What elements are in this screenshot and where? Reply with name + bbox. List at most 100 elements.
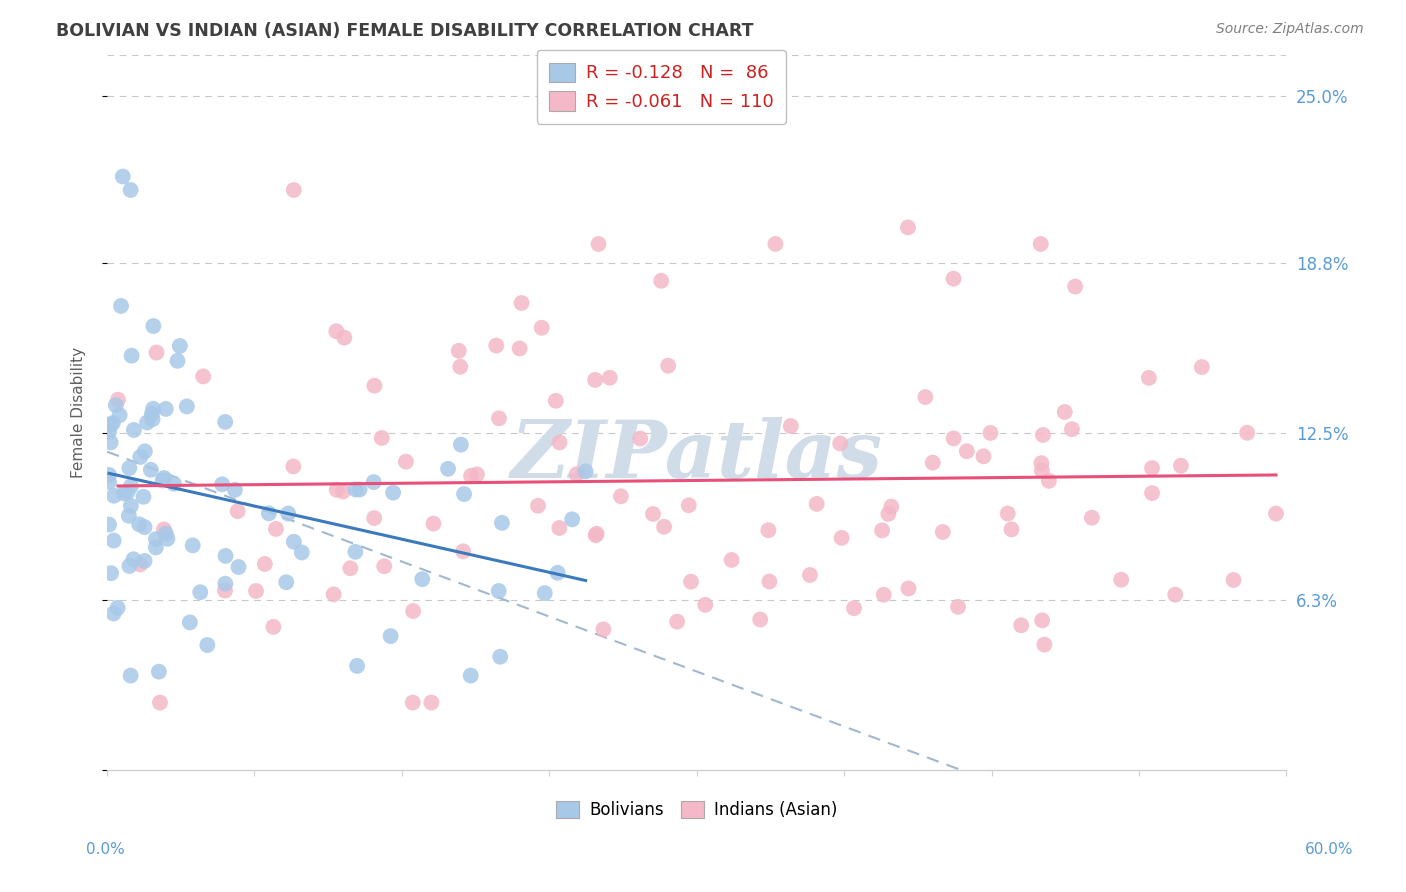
- Point: [155, 401, 177, 416]
- Point: [449, 359, 471, 374]
- Point: [592, 623, 614, 637]
- Text: 60.0%: 60.0%: [1305, 842, 1353, 856]
- Point: [152, 474, 174, 488]
- Point: [437, 462, 460, 476]
- Point: [103, 607, 125, 621]
- Point: [283, 183, 305, 197]
- Point: [325, 324, 347, 338]
- Point: [253, 557, 276, 571]
- Point: [344, 545, 367, 559]
- Point: [779, 419, 801, 434]
- Point: [228, 560, 250, 574]
- Point: [510, 296, 533, 310]
- Point: [117, 485, 139, 500]
- Point: [548, 521, 571, 535]
- Point: [488, 411, 510, 425]
- Point: [195, 638, 218, 652]
- Point: [155, 526, 177, 541]
- Point: [224, 483, 246, 497]
- Point: [100, 435, 122, 450]
- Point: [344, 483, 367, 497]
- Point: [145, 541, 167, 555]
- Point: [121, 349, 143, 363]
- Point: [491, 516, 513, 530]
- Point: [134, 520, 156, 534]
- Point: [100, 417, 122, 432]
- Point: [1081, 510, 1104, 524]
- Point: [914, 390, 936, 404]
- Point: [211, 477, 233, 491]
- Point: [1031, 463, 1053, 477]
- Point: [830, 436, 852, 450]
- Point: [120, 668, 142, 682]
- Point: [652, 520, 675, 534]
- Point: [946, 599, 969, 614]
- Point: [870, 524, 893, 538]
- Point: [451, 544, 474, 558]
- Point: [447, 343, 470, 358]
- Point: [547, 566, 569, 580]
- Point: [134, 554, 156, 568]
- Point: [979, 425, 1001, 440]
- Point: [122, 552, 145, 566]
- Point: [666, 615, 689, 629]
- Point: [136, 416, 159, 430]
- Point: [1265, 507, 1288, 521]
- Point: [363, 475, 385, 489]
- Point: [145, 345, 167, 359]
- Point: [997, 507, 1019, 521]
- Point: [395, 455, 418, 469]
- Text: Source: ZipAtlas.com: Source: ZipAtlas.com: [1216, 22, 1364, 37]
- Point: [650, 274, 672, 288]
- Point: [214, 583, 236, 598]
- Point: [108, 408, 131, 422]
- Point: [799, 568, 821, 582]
- Point: [118, 559, 141, 574]
- Point: [148, 665, 170, 679]
- Point: [1064, 279, 1087, 293]
- Point: [226, 504, 249, 518]
- Point: [363, 378, 385, 392]
- Point: [599, 371, 621, 385]
- Point: [588, 237, 610, 252]
- Point: [1170, 458, 1192, 473]
- Point: [245, 584, 267, 599]
- Point: [1031, 614, 1053, 628]
- Point: [530, 320, 553, 334]
- Point: [657, 359, 679, 373]
- Point: [831, 531, 853, 545]
- Point: [145, 532, 167, 546]
- Point: [763, 237, 786, 252]
- Point: [758, 574, 780, 589]
- Point: [325, 483, 347, 497]
- Point: [98, 475, 121, 489]
- Point: [628, 432, 651, 446]
- Point: [163, 476, 186, 491]
- Point: [188, 585, 211, 599]
- Point: [932, 524, 955, 539]
- Point: [134, 444, 156, 458]
- Point: [1060, 422, 1083, 436]
- Point: [156, 532, 179, 546]
- Point: [1236, 425, 1258, 440]
- Point: [333, 331, 356, 345]
- Point: [139, 463, 162, 477]
- Point: [191, 369, 214, 384]
- Point: [897, 582, 920, 596]
- Point: [283, 459, 305, 474]
- Point: [1000, 522, 1022, 536]
- Point: [349, 483, 371, 497]
- Point: [169, 339, 191, 353]
- Point: [583, 373, 606, 387]
- Point: [1140, 486, 1163, 500]
- Point: [402, 604, 425, 618]
- Text: BOLIVIAN VS INDIAN (ASIAN) FEMALE DISABILITY CORRELATION CHART: BOLIVIAN VS INDIAN (ASIAN) FEMALE DISABI…: [56, 22, 754, 40]
- Point: [363, 511, 385, 525]
- Y-axis label: Female Disability: Female Disability: [72, 347, 86, 478]
- Point: [283, 534, 305, 549]
- Point: [585, 528, 607, 542]
- Point: [98, 517, 121, 532]
- Point: [1137, 371, 1160, 385]
- Point: [153, 471, 176, 485]
- Point: [111, 169, 134, 184]
